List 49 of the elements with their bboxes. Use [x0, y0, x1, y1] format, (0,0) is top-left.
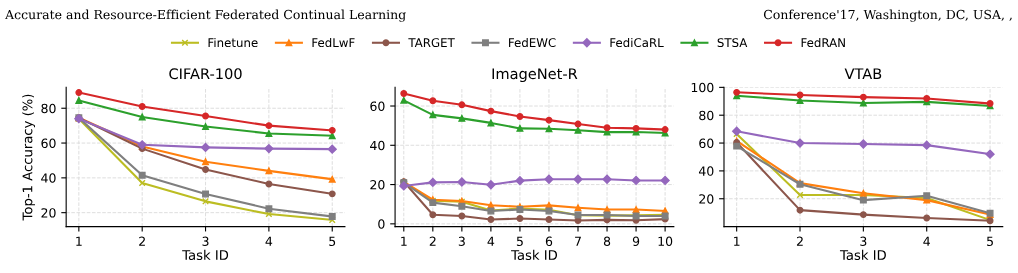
- legend-label: FedEWC: [509, 37, 556, 48]
- x-tick-label: 4: [923, 236, 930, 246]
- y-tick-label: 20: [699, 194, 714, 204]
- y-tick-label: 40: [370, 140, 385, 151]
- x-tick-label: 10: [658, 236, 673, 246]
- legend-label: STSA: [717, 38, 748, 48]
- y-tick-label: 40: [41, 173, 56, 183]
- x-tick-label: 4: [487, 236, 495, 246]
- x-tick-label: 5: [987, 236, 993, 246]
- x-tick-label: 8: [603, 236, 611, 246]
- y-axis-title: Top-1 Accuracy (%): [22, 94, 35, 221]
- text: Conference'17, Washington, DC, USA, ,: [763, 9, 1012, 22]
- y-tick-label: 60: [41, 138, 56, 148]
- legend-label: Finetune: [208, 37, 258, 48]
- y-tick-label: 60: [370, 101, 385, 111]
- legend-label: FedRAN: [801, 37, 845, 48]
- x-tick-label: 9: [632, 236, 640, 246]
- y-tick-label: 80: [41, 103, 56, 114]
- chart-title: CIFAR-100: [169, 68, 242, 80]
- x-tick-label: 2: [139, 236, 145, 246]
- legend-label: FedLwF: [312, 37, 355, 48]
- x-tick-label: 3: [458, 236, 465, 246]
- legend-label: TARGET: [408, 38, 455, 48]
- text: Accurate and Resource-Efficient Federated Continual Learning: [5, 9, 406, 22]
- x-tick-label: 5: [329, 236, 336, 246]
- x-tick-label: 4: [265, 236, 273, 246]
- y-tick-label: 100: [691, 82, 714, 93]
- legend-label: FediCaRL: [610, 37, 664, 48]
- y-tick-label: 40: [698, 166, 714, 176]
- x-tick-label: 1: [734, 236, 740, 246]
- x-tick-label: 1: [401, 236, 407, 246]
- y-tick-label: 80: [699, 110, 714, 121]
- x-tick-label: 3: [202, 236, 209, 246]
- x-tick-label: 5: [516, 236, 523, 246]
- x-tick-label: 7: [575, 236, 581, 246]
- x-tick-label: 2: [796, 236, 803, 246]
- x-axis-title: Task ID: [182, 249, 229, 261]
- x-tick-label: 1: [76, 236, 82, 246]
- x-tick-label: 3: [860, 236, 867, 246]
- chart-title: VTAB: [844, 68, 882, 80]
- y-tick-label: 60: [699, 138, 714, 148]
- x-axis-title: Task ID: [839, 249, 886, 261]
- y-tick-label: 0: [378, 219, 385, 229]
- x-tick-label: 6: [545, 236, 553, 246]
- y-tick-label: 20: [41, 208, 56, 218]
- x-tick-label: 2: [429, 236, 436, 246]
- chart-title: ImageNet-R: [492, 68, 578, 83]
- x-axis-title: Task ID: [511, 249, 558, 261]
- y-tick-label: 20: [370, 180, 385, 190]
